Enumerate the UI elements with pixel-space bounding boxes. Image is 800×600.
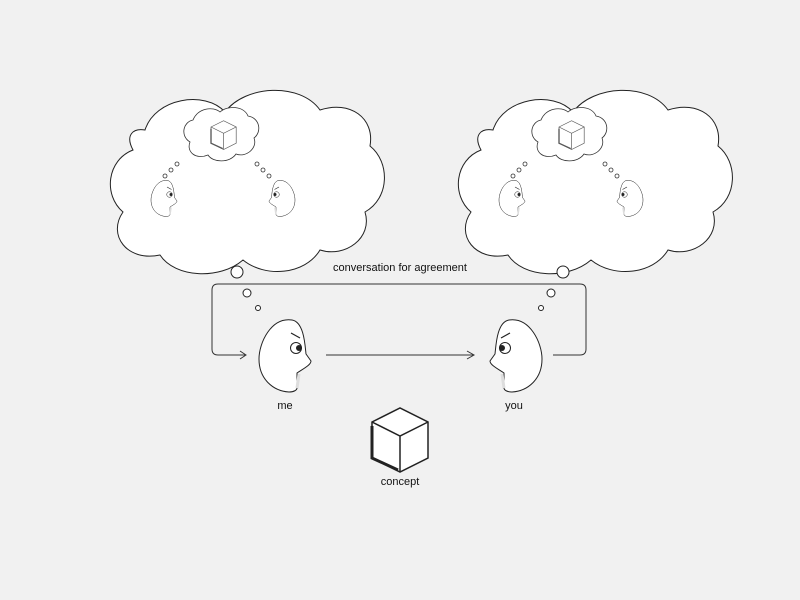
conversation-label: conversation for agreement [333,262,467,274]
me-to-you-arrow [326,350,476,360]
me-label: me [277,400,292,412]
face-me-icon [257,318,313,394]
concept-cube-icon [370,406,430,474]
thought-cloud-left [109,89,385,275]
you-label: you [505,400,523,412]
thought-bubbles-left [230,265,261,311]
conversation-loop [211,283,587,360]
face-you-icon [490,320,542,392]
thought-bubbles-right [538,265,570,311]
thought-cloud-right [457,89,733,275]
concept-label: concept [381,476,420,488]
